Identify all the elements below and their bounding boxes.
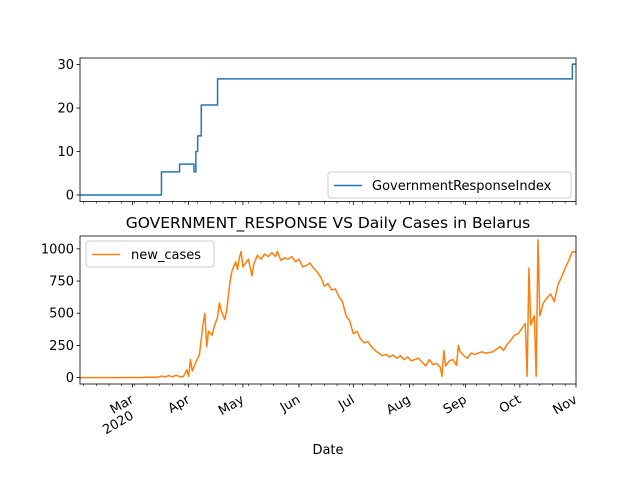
y-tick-label: 250 — [49, 339, 74, 354]
x-tick-label: Jul — [335, 392, 357, 413]
bottom-legend-label: new_cases — [131, 248, 201, 263]
bottom-legend: new_cases — [85, 240, 215, 268]
top-y-ticks: 0 10 20 30 — [57, 58, 80, 203]
top-legend-label: GovernmentResponseIndex — [372, 179, 552, 194]
top-plot-lines — [80, 63, 576, 196]
y-tick-label: 20 — [57, 102, 74, 117]
top-axes: 0 10 20 30 GovernmentResponseIndex — [57, 57, 577, 205]
y-tick-label: 500 — [49, 307, 74, 322]
top-x-ticks — [83, 201, 577, 205]
bottom-plot-lines — [80, 239, 577, 379]
top-legend-box — [327, 171, 572, 199]
series-line-GovernmentResponseIndex — [80, 63, 576, 196]
top-legend: GovernmentResponseIndex — [327, 171, 572, 199]
y-tick-label: 0 — [66, 371, 74, 386]
bottom-legend-box — [85, 240, 215, 268]
bottom-axes-frame — [79, 235, 577, 385]
y-tick-label: 0 — [66, 188, 74, 203]
y-tick-label: 1000 — [41, 242, 74, 257]
series-line-new_cases — [80, 239, 577, 379]
chart-title: GOVERNMENT_RESPONSE VS Daily Cases in Be… — [126, 214, 531, 233]
x-axis-label: Date — [312, 443, 343, 458]
y-tick-label: 750 — [49, 275, 74, 290]
y-tick-label: 10 — [57, 145, 74, 160]
y-tick-label: 30 — [57, 58, 74, 73]
top-axes-frame — [79, 57, 577, 202]
bottom-y-ticks: 0 250 500 750 1000 — [41, 242, 80, 386]
